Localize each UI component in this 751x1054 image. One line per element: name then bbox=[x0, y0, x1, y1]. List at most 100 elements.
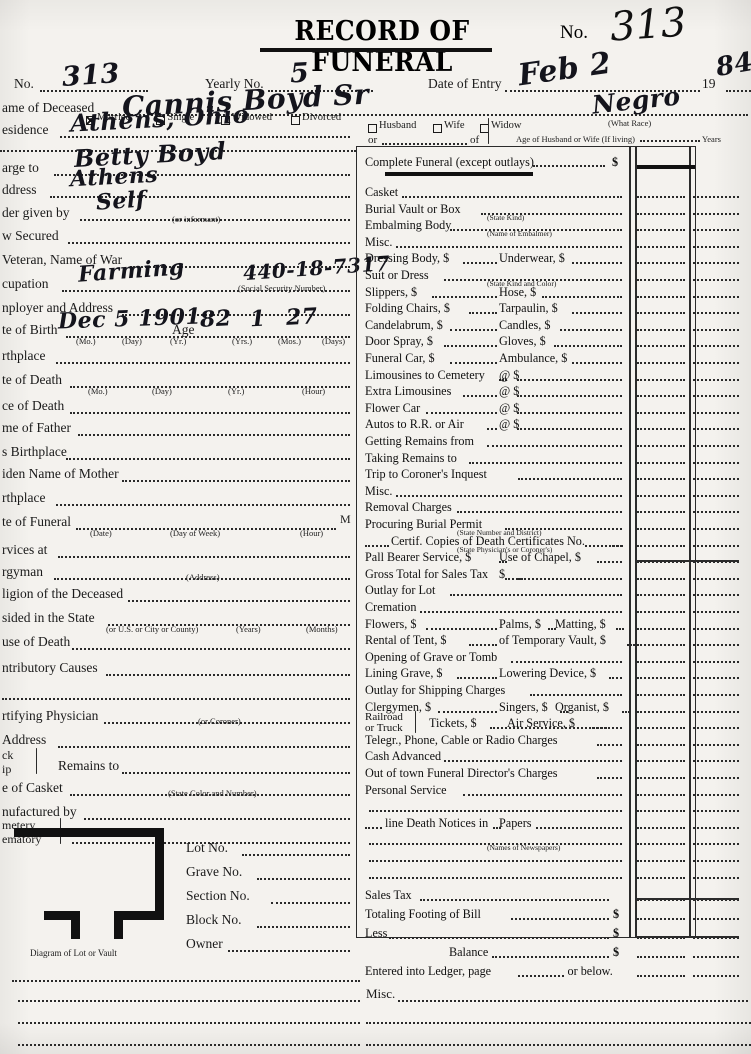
field-dots-3 bbox=[80, 219, 350, 221]
checkbox-married[interactable] bbox=[86, 116, 95, 125]
charge-amount-dots-10 bbox=[637, 362, 685, 364]
charge-label-12: Extra Limousines bbox=[365, 384, 452, 399]
field-label-3: der given by bbox=[2, 205, 70, 220]
charge-label-33: Telegr., Phone, Cable or Radio Charges bbox=[365, 732, 558, 747]
charge-label-0: Casket bbox=[365, 185, 399, 199]
field-label-17: rvices at bbox=[2, 542, 48, 557]
charge-cents-dots-14 bbox=[693, 428, 739, 431]
age-days-value: 27 bbox=[285, 303, 319, 331]
checkbox-label-widow: Widow bbox=[491, 120, 522, 131]
charge-label-10: Funeral Car, $ bbox=[365, 351, 435, 365]
charge-dots-b-9 bbox=[553, 345, 622, 348]
charge-cents-dots-10 bbox=[693, 362, 739, 364]
charge-amount-dots-5 bbox=[637, 279, 685, 281]
charge-cents-dots-24 bbox=[693, 594, 739, 597]
entry-no-label: No. bbox=[14, 76, 34, 91]
charge-dots-a-26 bbox=[426, 627, 497, 630]
bottom-left-line-1 bbox=[12, 980, 360, 982]
charge-dots-blank-40 bbox=[369, 860, 622, 862]
charge-label-7: Folding Chairs, $ bbox=[365, 301, 450, 316]
checkbox-label-single: Single bbox=[167, 112, 195, 123]
age-years-value: 82 bbox=[199, 305, 233, 333]
field-label-27: e of Casket bbox=[2, 780, 63, 795]
checkbox-divorced[interactable] bbox=[291, 116, 300, 125]
charge-dots-a-1 bbox=[480, 212, 622, 215]
charge-label-14: Autos to R.R. or Air bbox=[365, 417, 464, 432]
lot-field-dots-2 bbox=[271, 902, 350, 904]
less-rule bbox=[637, 936, 739, 938]
age-label: Age bbox=[172, 322, 195, 337]
charge-dots-a-9 bbox=[444, 345, 497, 348]
charge-cents-dots-22 bbox=[693, 561, 739, 564]
field-label-28: nufactured by bbox=[2, 804, 77, 819]
field-dots-22 bbox=[106, 674, 350, 676]
total-dollar-3: $ bbox=[613, 945, 620, 960]
charge-cents-dots-18 bbox=[693, 494, 739, 497]
date-of-entry-dots bbox=[505, 90, 700, 92]
page-title: RECORD OF FUNERAL bbox=[294, 16, 470, 78]
charge-amount-dots-40 bbox=[637, 860, 685, 862]
charge-cents-dots-36 bbox=[693, 793, 739, 796]
funeral-hour-meridiem: M bbox=[340, 512, 351, 526]
charge-cents-dots-3 bbox=[693, 245, 739, 248]
checkbox-husband[interactable] bbox=[368, 124, 377, 133]
charge-cents-dots-19 bbox=[693, 511, 739, 514]
bottom-misc-label: Misc. bbox=[366, 986, 396, 1001]
total-label-4: Entered into Ledger, page bbox=[365, 964, 492, 979]
charge-amount-dots-19 bbox=[637, 511, 685, 514]
certif-lead-dots bbox=[365, 544, 389, 547]
field-sublabel-18: (Address) bbox=[186, 572, 220, 582]
field-dots-7 bbox=[122, 314, 350, 316]
charge-label-26: Flowers, $ bbox=[365, 616, 417, 631]
age-mos-sublabel: (Mos.) bbox=[278, 336, 301, 346]
charge-dots-blank-37 bbox=[369, 810, 622, 813]
field-sublabel-6: (Social Security Number) bbox=[238, 283, 326, 293]
charge-cents-dots-12 bbox=[693, 395, 739, 398]
total-label-3: Balance bbox=[449, 945, 489, 960]
charge-dots-a-28 bbox=[511, 660, 622, 663]
total-dots-3 bbox=[491, 956, 609, 959]
resided-years-sublabel: (Years) bbox=[236, 624, 261, 634]
field-dots-8 bbox=[66, 336, 350, 338]
checkbox-single[interactable] bbox=[156, 116, 166, 125]
truck-brace bbox=[36, 748, 37, 774]
charge-dots-a-16 bbox=[468, 461, 622, 464]
charge-dots-a-12 bbox=[462, 395, 497, 398]
field-sublabel-24: (or Coroner) bbox=[198, 716, 241, 726]
truck-brace-line2: ip bbox=[2, 762, 12, 776]
checkbox-wife[interactable] bbox=[433, 124, 442, 133]
charge-dots-a-22 bbox=[499, 561, 508, 564]
charge-dots-a-11 bbox=[499, 378, 508, 381]
field-label-20: sided in the State bbox=[2, 610, 95, 625]
charge-cents-dots-21 bbox=[693, 544, 739, 547]
field-label-25: Address bbox=[2, 732, 47, 747]
charge-label-16: Taking Remains to bbox=[365, 450, 457, 465]
charge-cents-dots-7 bbox=[693, 312, 739, 315]
age-days-sublabel: (Days) bbox=[322, 336, 346, 346]
checkbox-widowed[interactable] bbox=[220, 116, 230, 125]
pallbearer-amount-rule bbox=[637, 560, 739, 562]
charge-brace-line2-32: or Truck bbox=[365, 722, 403, 735]
charge-amount-dots-7 bbox=[637, 312, 685, 315]
diagram-caption: Diagram of Lot or Vault bbox=[30, 948, 117, 958]
charge-cents-dots-6 bbox=[693, 295, 739, 298]
charge-dots-c-31 bbox=[622, 710, 631, 713]
charge-dots-b-4 bbox=[572, 262, 622, 265]
charge-dots-b-14 bbox=[517, 428, 622, 431]
charge-label3-26: Matting, $ bbox=[555, 616, 606, 631]
field-label-13: s Birthplace bbox=[2, 444, 67, 459]
charge-amount-dots-32 bbox=[637, 727, 685, 730]
field-dots-9 bbox=[56, 362, 350, 364]
total-label-2: Less bbox=[365, 926, 388, 941]
charge-label-38: line Death Notices in bbox=[385, 815, 489, 830]
charge-label2-38: Papers bbox=[499, 815, 532, 830]
charge-amount-dots-13 bbox=[637, 411, 685, 414]
charge-label-23: Gross Total for Sales Tax bbox=[365, 566, 489, 581]
charge-cents-dots-2 bbox=[693, 229, 739, 232]
charges-header-dots bbox=[533, 165, 605, 167]
year-prefix-label: 19 bbox=[702, 76, 716, 91]
total-amount-dots-2 bbox=[637, 937, 685, 940]
field-dots-15 bbox=[56, 504, 350, 506]
yearly-no-label: Yearly No. bbox=[205, 76, 264, 91]
charge-dots-a-30 bbox=[529, 694, 622, 696]
